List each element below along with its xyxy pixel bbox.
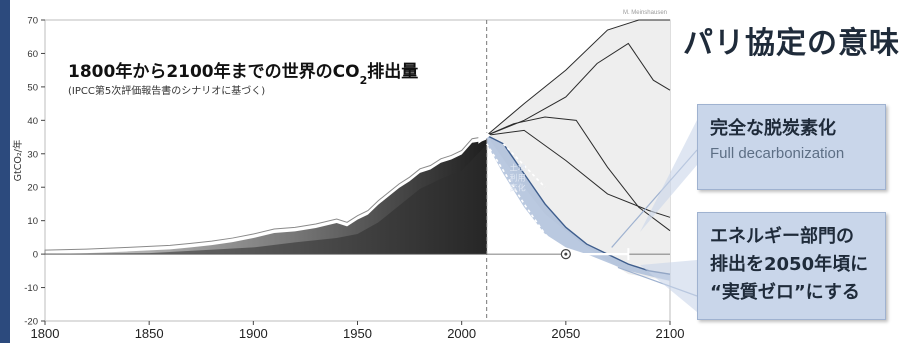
scenario-line-3 — [486, 116, 671, 232]
chart-subtitle: (IPCC第5次評価報告書のシナリオに基づく) — [68, 84, 265, 97]
callout-energy-line-3: “実質ゼロ”にする — [710, 282, 860, 303]
x-tick-label-2100: 2100 — [656, 326, 685, 341]
x-tick-label-1800: 1800 — [31, 326, 60, 341]
present-arrow — [478, 127, 491, 144]
callout-energy-line-1: エネルギー部門の — [710, 226, 854, 247]
callout-decarbonization-en: Full decarbonization — [710, 145, 845, 162]
slide-title: パリ協定の意味 — [683, 26, 900, 61]
landuse-label-3: 変化 — [510, 183, 526, 193]
chart-title-main: 1800年から2100年までの世界のCO — [68, 61, 360, 82]
x-tick-label-2050: 2050 — [551, 326, 580, 341]
x-tick-label-1850: 1850 — [135, 326, 164, 341]
x-tick-label-2000: 2000 — [447, 326, 476, 341]
y-tick-label-50: 50 — [27, 82, 38, 93]
pathway-2c-line — [486, 134, 671, 275]
x-tick-label-1900: 1900 — [239, 326, 268, 341]
callout-full-decarbonization: 完全な脱炭素化 Full decarbonization — [697, 104, 886, 190]
scenario-line-2 — [486, 42, 671, 136]
scenario-range — [486, 20, 670, 281]
net-zero-marker-dot — [564, 252, 568, 256]
chart-title-suffix: 排出量 — [367, 61, 418, 82]
pathway-arrow-dotted — [502, 143, 546, 188]
scenario-line-1 — [486, 19, 670, 136]
chart-title: 1800年から2100年までの世界のCO2排出量 — [68, 61, 418, 87]
pathway-2c-area — [486, 135, 670, 281]
y-tick-label-60: 60 — [27, 49, 38, 60]
y-tick-label-0: 0 — [33, 250, 38, 261]
x-tick-label-1950: 1950 — [343, 326, 372, 341]
y-tick-label-40: 40 — [27, 116, 38, 127]
y-tick-label--10: -10 — [24, 283, 38, 294]
y-tick-label-30: 30 — [27, 149, 38, 160]
y-tick-label--20: -20 — [24, 317, 38, 328]
energy-label: エネルギー — [499, 240, 544, 251]
y-axis-label: GtCO₂/年 — [12, 139, 24, 181]
left-accent-bar — [0, 0, 10, 343]
callout2-wedge — [640, 260, 697, 312]
landuse-label-1: 土地 — [510, 163, 526, 173]
y-tick-label-70: 70 — [27, 16, 38, 27]
chart-credit: M. Meinshausen — [623, 10, 667, 16]
y-tick-label-20: 20 — [27, 183, 38, 194]
landuse-label-2: 利用 — [510, 173, 526, 183]
chart-title-subscript: 2 — [360, 74, 368, 87]
callout-energy-net-zero: エネルギー部門の 排出を2050年頃に “実質ゼロ”にする — [697, 212, 886, 320]
fossil-emissions-area — [45, 143, 487, 255]
callout-energy-line-2: 排出を2050年頃に — [710, 254, 869, 275]
callout1-wedge — [640, 120, 697, 232]
callout-decarbonization-ja: 完全な脱炭素化 — [710, 118, 836, 139]
y-tick-label-10: 10 — [27, 216, 38, 227]
